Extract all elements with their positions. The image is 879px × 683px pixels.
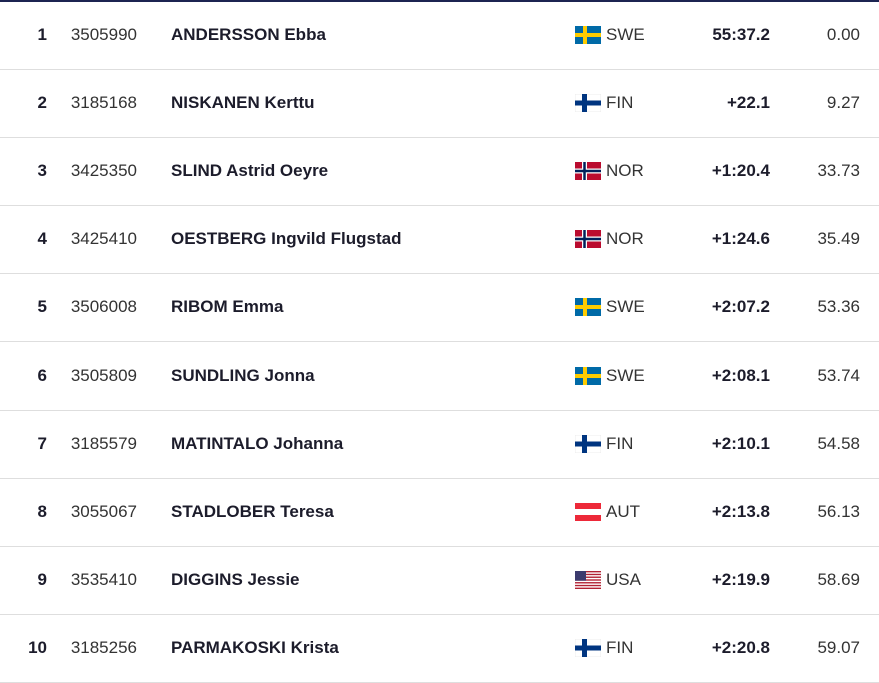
points: 35.49 xyxy=(817,229,860,249)
rank: 3 xyxy=(37,161,47,181)
name: ANDERSSON Ebba xyxy=(171,25,326,44)
time: +1:20.4 xyxy=(711,161,770,181)
rank: 10 xyxy=(28,637,47,657)
time: +2:10.1 xyxy=(711,433,770,453)
country: FIN xyxy=(606,637,634,657)
bib: 3505809 xyxy=(70,365,137,385)
flag-icon xyxy=(575,366,601,385)
time: +22.1 xyxy=(726,93,770,113)
points: 53.36 xyxy=(817,297,860,317)
name: NISKANEN Kerttu xyxy=(171,93,315,113)
rank: 5 xyxy=(37,297,47,317)
name: MATINTALO Johanna xyxy=(171,433,344,453)
flag-icon xyxy=(575,298,601,317)
time: +2:20.8 xyxy=(711,637,770,657)
time: +1:24.6 xyxy=(711,229,770,249)
rank: 6 xyxy=(37,365,47,385)
points: 58.69 xyxy=(817,569,860,589)
name: SLIND Astrid Oeyre xyxy=(171,161,329,181)
result-row[interactable]: 6 3505809 SUNDLING Jonna SWE +2:08.1 53.74 xyxy=(0,343,879,411)
bib: 3505990 xyxy=(70,25,137,44)
time: 55:37.2 xyxy=(712,25,770,44)
country: FIN xyxy=(606,433,634,453)
bib: 3055067 xyxy=(70,501,137,521)
flag-icon xyxy=(575,94,601,113)
bib: 3535410 xyxy=(70,569,137,589)
bib: 3425350 xyxy=(70,161,137,181)
points: 0.00 xyxy=(826,25,860,44)
result-row[interactable]: 4 3425410 OESTBERG Ingvild Flugstad NOR +1:2… xyxy=(0,206,879,275)
country: AUT xyxy=(606,501,640,521)
bib: 3506008 xyxy=(70,297,137,317)
result-row[interactable]: 9 3535410 DIGGINS Jessie USA +2:19.9 58.69 xyxy=(0,547,879,615)
rank: 9 xyxy=(37,569,47,589)
rank: 1 xyxy=(37,25,47,44)
country: FIN xyxy=(606,93,634,113)
flag-icon xyxy=(575,434,601,453)
flag-icon xyxy=(575,26,601,44)
country: NOR xyxy=(606,229,644,249)
country: SWE xyxy=(606,297,645,317)
result-row[interactable]: 7 3185579 MATINTALO Johanna FIN +2:10.1 54.58 xyxy=(0,411,879,479)
flag-icon xyxy=(575,570,601,589)
country: USA xyxy=(606,569,641,589)
points: 53.74 xyxy=(817,365,860,385)
flag-icon xyxy=(575,162,601,181)
name: PARMAKOSKI Krista xyxy=(171,637,339,657)
rank: 4 xyxy=(37,229,47,249)
result-row[interactable]: 1 3505990 ANDERSSON Ebba SWE 55:37.2 0.00 xyxy=(0,2,879,70)
rank: 2 xyxy=(37,93,47,113)
name: SUNDLING Jonna xyxy=(171,365,315,385)
bib: 3425410 xyxy=(70,229,137,249)
result-row[interactable]: 10 3185256 PARMAKOSKI Krista FIN +2:20.8 59.0… xyxy=(0,615,879,683)
time: +2:08.1 xyxy=(711,365,770,385)
flag-icon xyxy=(575,638,601,657)
country: NOR xyxy=(606,161,644,181)
country: SWE xyxy=(606,365,645,385)
time: +2:13.8 xyxy=(711,501,770,521)
points: 56.13 xyxy=(817,501,860,521)
name: STADLOBER Teresa xyxy=(171,501,334,521)
bib: 3185256 xyxy=(70,637,137,657)
result-row[interactable]: 5 3506008 RIBOM Emma SWE +2:07.2 53.36 xyxy=(0,274,879,343)
points: 59.07 xyxy=(817,637,860,657)
time: +2:07.2 xyxy=(711,297,770,317)
name: DIGGINS Jessie xyxy=(171,569,300,589)
result-row[interactable]: 8 3055067 STADLOBER Teresa AUT +2:13.8 56.13 xyxy=(0,479,879,547)
bib: 3185168 xyxy=(70,93,137,113)
bib: 3185579 xyxy=(70,433,137,453)
time: +2:19.9 xyxy=(711,569,770,589)
name: OESTBERG Ingvild Flugstad xyxy=(171,229,402,249)
result-row[interactable]: 2 3185168 NISKANEN Kerttu FIN +22.1 9.27 xyxy=(0,70,879,139)
points: 54.58 xyxy=(817,433,860,453)
flag-icon xyxy=(575,502,601,521)
name: RIBOM Emma xyxy=(171,297,284,317)
flag-icon xyxy=(575,230,601,249)
country: SWE xyxy=(606,25,645,44)
points: 33.73 xyxy=(817,161,860,181)
rank: 7 xyxy=(37,433,47,453)
result-row[interactable]: 3 3425350 SLIND Astrid Oeyre NOR +1:20.4 33.7… xyxy=(0,138,879,207)
points: 9.27 xyxy=(826,93,860,113)
rank: 8 xyxy=(37,501,47,521)
